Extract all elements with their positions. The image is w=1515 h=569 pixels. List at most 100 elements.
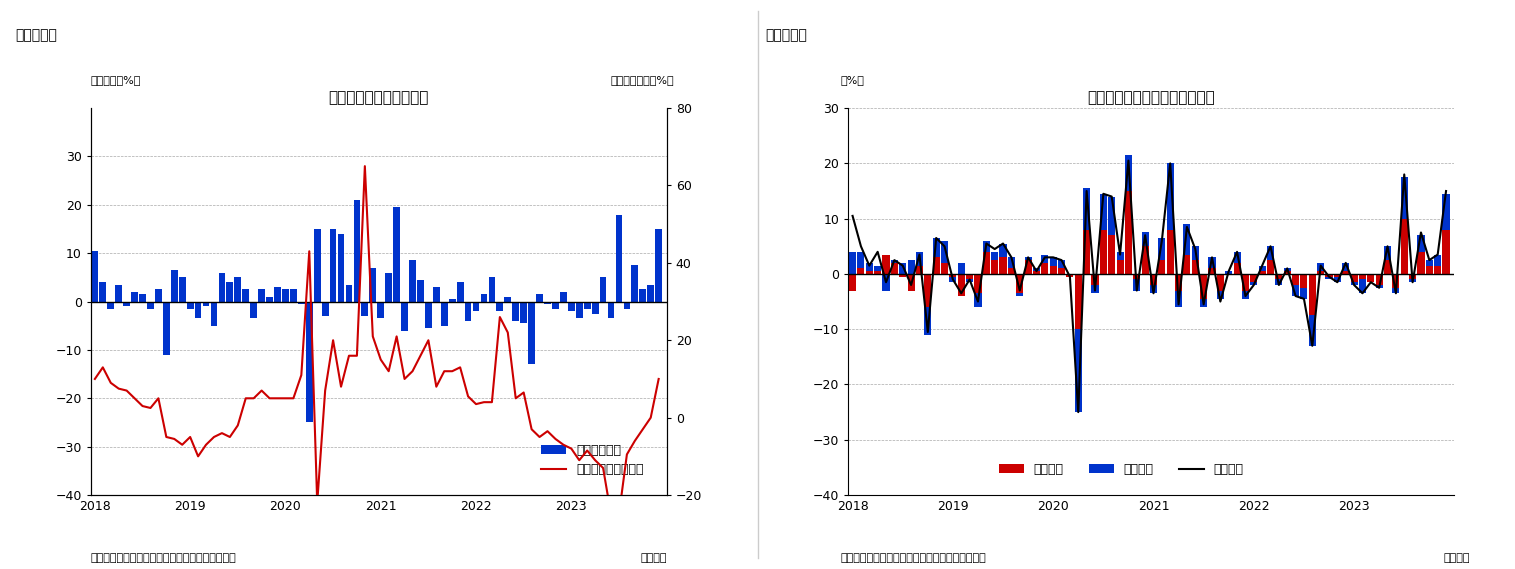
Bar <box>314 229 321 302</box>
Bar <box>155 290 162 302</box>
Bar <box>1233 263 1241 274</box>
Bar <box>1117 252 1124 260</box>
Bar <box>520 302 527 323</box>
Bar <box>583 302 591 309</box>
Bar <box>1300 288 1307 299</box>
Bar <box>1367 274 1374 282</box>
Bar <box>907 274 915 291</box>
Bar <box>1167 163 1174 230</box>
Bar <box>1326 274 1333 277</box>
Bar <box>950 274 956 277</box>
Bar <box>568 302 574 311</box>
Bar <box>1435 266 1441 274</box>
Bar <box>298 302 305 304</box>
Bar <box>345 284 353 302</box>
Bar <box>1050 257 1057 266</box>
Bar <box>1041 263 1048 274</box>
Bar <box>1283 271 1291 274</box>
Bar <box>924 274 932 307</box>
Bar <box>1326 277 1333 279</box>
Text: （月次）: （月次） <box>641 553 667 563</box>
Bar <box>536 294 542 302</box>
Bar <box>1333 274 1341 277</box>
Bar <box>139 294 145 302</box>
Bar <box>1159 260 1165 274</box>
Bar <box>924 307 932 335</box>
Bar <box>1350 274 1357 282</box>
Bar <box>1176 274 1182 291</box>
Bar <box>1117 260 1124 274</box>
Bar <box>100 282 106 302</box>
Bar <box>1385 260 1391 274</box>
Bar <box>1317 271 1324 274</box>
Bar <box>448 299 456 302</box>
Bar <box>1317 263 1324 271</box>
Bar <box>1017 293 1023 296</box>
Bar <box>561 292 567 302</box>
Bar <box>1409 279 1417 282</box>
Bar <box>600 278 606 302</box>
Bar <box>1276 279 1282 285</box>
Title: 住宅着工件数前月比（寄与度）: 住宅着工件数前月比（寄与度） <box>1088 90 1215 106</box>
Bar <box>1033 271 1039 274</box>
Bar <box>941 241 948 263</box>
Bar <box>1250 274 1257 282</box>
Bar <box>576 302 583 319</box>
Bar <box>950 277 956 282</box>
Bar <box>1292 285 1300 296</box>
Bar <box>218 273 226 302</box>
Bar <box>983 252 989 274</box>
Bar <box>1107 196 1115 235</box>
Bar <box>1233 252 1241 263</box>
Bar <box>1300 274 1307 288</box>
Bar <box>848 274 856 291</box>
Bar <box>1100 194 1107 230</box>
Bar <box>1342 263 1350 271</box>
Bar <box>647 284 654 302</box>
Bar <box>1150 285 1157 293</box>
Bar <box>857 252 865 269</box>
Bar <box>1041 254 1048 263</box>
Bar <box>865 263 873 271</box>
Bar <box>1192 260 1198 274</box>
Bar <box>1309 274 1317 315</box>
Bar <box>1276 274 1282 279</box>
Bar <box>186 302 194 309</box>
Bar <box>1250 282 1257 285</box>
Bar <box>917 266 923 274</box>
Bar <box>409 261 417 302</box>
Bar <box>1133 279 1141 291</box>
Bar <box>1359 274 1367 279</box>
Bar <box>632 265 638 302</box>
Bar <box>1217 274 1224 291</box>
Bar <box>147 302 155 309</box>
Bar <box>529 302 535 365</box>
Bar <box>1376 285 1383 288</box>
Text: （資料）センサス局よりニッセイ基礎研究所作成: （資料）センサス局よりニッセイ基礎研究所作成 <box>91 553 236 563</box>
Bar <box>417 280 424 302</box>
Bar <box>473 302 479 311</box>
Bar <box>1159 238 1165 260</box>
Bar <box>1183 224 1191 254</box>
Bar <box>306 302 312 422</box>
Bar <box>592 302 598 314</box>
Bar <box>1209 269 1215 274</box>
Bar <box>1426 260 1433 266</box>
Bar <box>362 302 368 316</box>
Bar <box>353 200 361 302</box>
Bar <box>1083 188 1091 230</box>
Bar <box>1259 266 1265 271</box>
Bar <box>1392 288 1400 293</box>
Bar <box>1167 230 1174 274</box>
Bar <box>330 229 336 302</box>
Bar <box>1007 257 1015 269</box>
Bar <box>624 302 630 309</box>
Bar <box>132 292 138 302</box>
Bar <box>882 254 889 274</box>
Bar <box>1359 279 1367 293</box>
Bar <box>1442 194 1450 230</box>
Bar <box>1401 218 1407 274</box>
Bar <box>900 263 906 274</box>
Bar <box>608 302 615 319</box>
Bar <box>1385 246 1391 260</box>
